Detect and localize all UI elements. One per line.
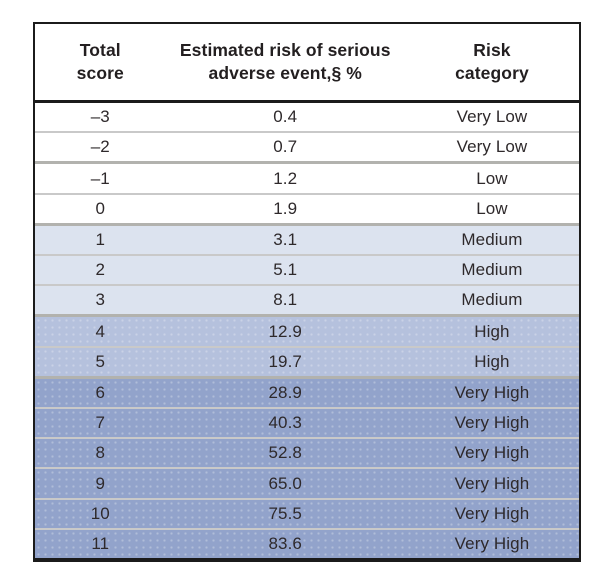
cell-risk: 40.3: [268, 413, 302, 433]
cell-risk: 19.7: [268, 351, 302, 371]
table-body: –3 0.4 Very Low –2 0.7 Very Low –1 1.2 L…: [35, 103, 579, 559]
cell-category: Very High: [454, 533, 530, 553]
cell-category: Medium: [461, 290, 523, 310]
header-line: Risk: [473, 39, 511, 60]
cell-category: Very Low: [456, 107, 528, 127]
cell-category: Very High: [454, 413, 530, 433]
table-row: 6 28.9 Very High: [35, 375, 579, 408]
cell-score: 1: [95, 229, 106, 249]
cell-risk: 1.9: [273, 198, 298, 218]
table-row: 11 83.6 Very High: [35, 527, 579, 559]
cell-category: Medium: [461, 229, 523, 249]
table-row: –1 1.2 Low: [35, 161, 579, 193]
cell-risk: 0.4: [273, 107, 298, 127]
table-row: 5 19.7 High: [35, 345, 579, 376]
cell-risk: 1.2: [273, 168, 298, 188]
column-header-risk-category: Risk category: [405, 39, 579, 85]
cell-risk: 5.1: [273, 260, 298, 280]
column-header-total-score: Total score: [35, 39, 166, 85]
cell-risk: 83.6: [268, 533, 302, 553]
cell-category: Very High: [454, 443, 530, 463]
column-header-estimated-risk: Estimated risk of serious adverse event,…: [166, 39, 405, 85]
table-row: 2 5.1 Medium: [35, 254, 579, 285]
table-row: –3 0.4 Very Low: [35, 103, 579, 132]
cell-score: 10: [90, 503, 110, 523]
header-line: Estimated risk of serious: [179, 39, 391, 60]
header-line: score: [76, 63, 124, 83]
table-row: 4 12.9 High: [35, 314, 579, 346]
cell-category: Low: [476, 168, 508, 188]
table-row: 10 75.5 Very High: [35, 497, 579, 528]
cell-score: 7: [95, 413, 106, 433]
cell-risk: 75.5: [268, 503, 302, 523]
table-row: 8 52.8 Very High: [35, 437, 579, 468]
cell-risk: 3.1: [273, 229, 298, 249]
table-row: 9 65.0 Very High: [35, 467, 579, 498]
cell-risk: 0.7: [273, 137, 298, 157]
table-row: –2 0.7 Very Low: [35, 131, 579, 162]
cell-score: –3: [90, 107, 110, 127]
cell-score: 11: [91, 533, 110, 553]
cell-score: 6: [95, 382, 106, 402]
cell-risk: 28.9: [268, 382, 302, 402]
risk-score-table: Total score Estimated risk of serious ad…: [33, 22, 581, 562]
cell-risk: 52.8: [268, 443, 302, 463]
cell-category: Very High: [454, 503, 530, 523]
table-row: 7 40.3 Very High: [35, 407, 579, 438]
cell-score: 0: [95, 198, 106, 218]
cell-category: Very Low: [456, 137, 528, 157]
table-header-row: Total score Estimated risk of serious ad…: [35, 24, 579, 103]
cell-score: 3: [95, 290, 106, 310]
cell-risk: 8.1: [273, 290, 298, 310]
cell-category: High: [474, 351, 510, 371]
table-row: 3 8.1 Medium: [35, 284, 579, 315]
table-row: 1 3.1 Medium: [35, 222, 579, 255]
cell-category: Very High: [454, 473, 530, 493]
header-line: adverse event,§ %: [208, 63, 362, 83]
table-row: 0 1.9 Low: [35, 192, 579, 223]
cell-score: 9: [95, 473, 106, 493]
cell-category: Very High: [454, 382, 530, 402]
cell-score: –2: [90, 137, 110, 157]
header-line: category: [455, 63, 529, 83]
cell-score: 8: [95, 443, 106, 463]
cell-category: Medium: [461, 260, 523, 280]
cell-risk: 12.9: [268, 321, 302, 341]
cell-score: –1: [90, 168, 110, 188]
cell-score: 4: [95, 321, 106, 341]
header-line: Total: [79, 39, 121, 60]
cell-score: 2: [95, 260, 106, 280]
cell-category: High: [474, 321, 510, 341]
cell-score: 5: [95, 351, 106, 371]
cell-category: Low: [476, 198, 508, 218]
cell-risk: 65.0: [268, 473, 302, 493]
